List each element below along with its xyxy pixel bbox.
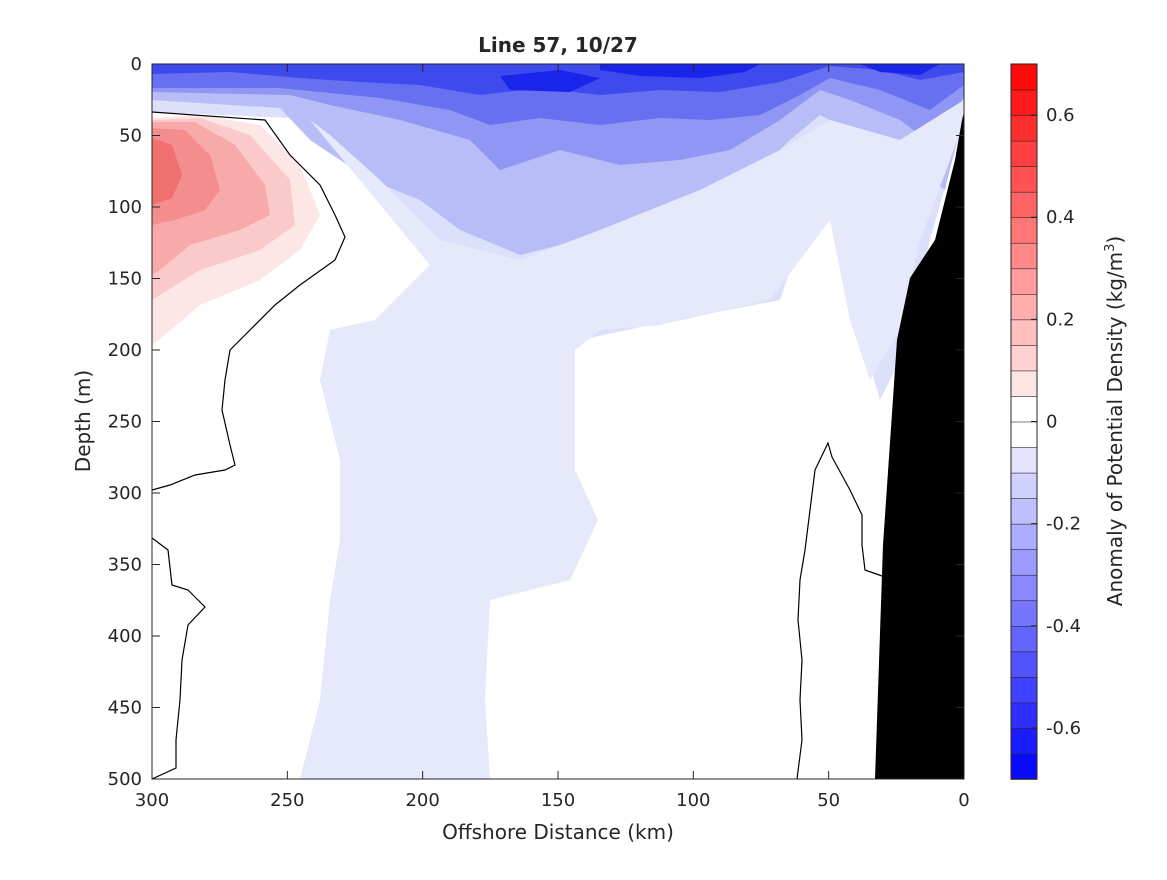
- y-tick-label: 150: [108, 269, 142, 290]
- y-tick-label: 200: [108, 340, 142, 361]
- colorbar-step: [1010, 114, 1038, 142]
- y-tick-label: 250: [108, 412, 142, 433]
- zero-contour-lower: [152, 537, 206, 779]
- y-tick-label: 50: [119, 126, 142, 147]
- x-tick-label: 300: [135, 790, 169, 811]
- x-tick-label: 150: [541, 790, 575, 811]
- y-tick-label: 0: [131, 54, 142, 75]
- colorbar-label-close: ): [1103, 236, 1127, 244]
- colorbar-tick-label: 0.4: [1046, 207, 1075, 228]
- colorbar-label-superscript: 3: [1103, 244, 1118, 252]
- x-axis: 300 250 200 150 100 50 0: [135, 64, 970, 811]
- colorbar: [1010, 63, 1038, 780]
- colorbar-step: [1010, 242, 1038, 270]
- colorbar-step: [1010, 191, 1038, 219]
- colorbar-step: [1010, 267, 1038, 295]
- colorbar-step: [1010, 472, 1038, 499]
- colorbar-tick-label: 0.2: [1046, 309, 1075, 330]
- colorbar-step: [1010, 165, 1038, 193]
- colorbar-step: [1010, 344, 1038, 372]
- colorbar-step: [1010, 140, 1038, 167]
- x-tick-label: 200: [405, 790, 439, 811]
- colorbar-step: [1010, 651, 1038, 678]
- interior-light-band: [300, 100, 964, 779]
- zero-contour-shelf: [796, 441, 883, 779]
- x-tick-label: 0: [958, 790, 969, 811]
- colorbar-step: [1010, 727, 1038, 755]
- y-tick-label: 100: [108, 197, 142, 218]
- colorbar-step: [1010, 599, 1038, 627]
- colorbar-step: [1010, 293, 1038, 321]
- colorbar-step: [1010, 676, 1038, 704]
- x-tick-label: 50: [817, 790, 840, 811]
- colorbar-step: [1010, 548, 1038, 576]
- y-axis-label: Depth (m): [71, 370, 95, 472]
- colorbar-ticks: 0.6 0.4 0.2 0 -0.2 -0.4 -0.6: [1031, 105, 1081, 739]
- surface-core: [500, 64, 940, 92]
- colorbar-tick-label: 0: [1046, 412, 1057, 433]
- y-tick-label: 350: [108, 555, 142, 576]
- y-tick-label: 500: [108, 769, 142, 790]
- bathymetry-shelf[interactable]: [875, 112, 964, 779]
- positive-anomaly-core: [152, 138, 182, 205]
- colorbar-label: Anomaly of Potential Density (kg/m3): [1103, 236, 1127, 606]
- x-tick-label: 100: [676, 790, 710, 811]
- x-axis-label: Offshore Distance (km): [442, 820, 674, 844]
- y-tick-label: 400: [108, 626, 142, 647]
- colorbar-step: [1010, 89, 1038, 116]
- colorbar-step: [1010, 574, 1038, 602]
- colorbar-step: [1010, 319, 1038, 346]
- colorbar-tick-label: -0.6: [1046, 718, 1081, 739]
- colorbar-step: [1010, 370, 1038, 397]
- colorbar-step: [1010, 753, 1038, 780]
- colorbar-step: [1010, 216, 1038, 244]
- colorbar-step: [1010, 702, 1038, 729]
- y-axis: 0 50 100 150 200 250 300 350 400 450 500: [108, 54, 964, 790]
- colorbar-step: [1010, 625, 1038, 653]
- colorbar-tick-label: -0.4: [1046, 616, 1081, 637]
- colorbar-tick-label: -0.2: [1046, 514, 1081, 535]
- colorbar-tick-label: 0.6: [1046, 105, 1075, 126]
- y-tick-label: 450: [108, 698, 142, 719]
- chart-title: Line 57, 10/27: [478, 33, 638, 57]
- colorbar-step: [1010, 421, 1038, 448]
- y-tick-label: 300: [108, 483, 142, 504]
- colorbar-step: [1010, 63, 1038, 91]
- colorbar-step: [1010, 497, 1038, 525]
- x-tick-label: 250: [270, 790, 304, 811]
- plot-area: [152, 64, 964, 779]
- colorbar-label-text: Anomaly of Potential Density (kg/m: [1103, 252, 1127, 606]
- colorbar-step: [1010, 523, 1038, 550]
- colorbar-step: [1010, 446, 1038, 474]
- colorbar-step: [1010, 395, 1038, 423]
- zero-contour-upper: [152, 111, 346, 491]
